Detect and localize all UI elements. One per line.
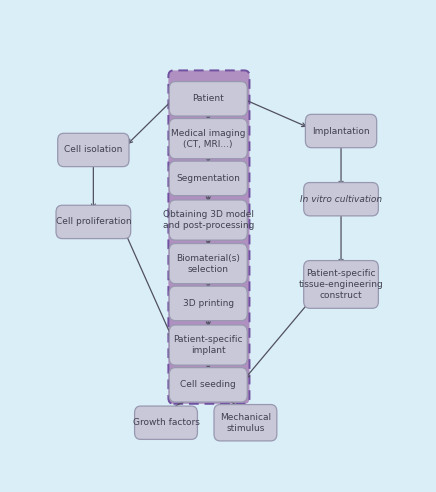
FancyBboxPatch shape	[169, 368, 247, 402]
FancyBboxPatch shape	[56, 205, 131, 239]
FancyBboxPatch shape	[169, 82, 247, 116]
FancyBboxPatch shape	[169, 119, 247, 159]
FancyBboxPatch shape	[169, 200, 247, 240]
Text: In vitro cultivation: In vitro cultivation	[300, 195, 382, 204]
FancyBboxPatch shape	[58, 133, 129, 167]
Text: Medical imaging
(CT, MRI...): Medical imaging (CT, MRI...)	[171, 128, 245, 149]
Text: Cell isolation: Cell isolation	[64, 146, 123, 154]
Text: Mechanical
stimulus: Mechanical stimulus	[220, 413, 271, 433]
Text: Implantation: Implantation	[312, 126, 370, 135]
FancyBboxPatch shape	[169, 286, 247, 321]
FancyBboxPatch shape	[304, 261, 378, 308]
Text: Cell proliferation: Cell proliferation	[55, 217, 131, 226]
Text: Patient: Patient	[192, 94, 224, 103]
FancyBboxPatch shape	[305, 114, 377, 148]
Text: 3D printing: 3D printing	[183, 299, 234, 308]
FancyBboxPatch shape	[169, 325, 247, 365]
FancyBboxPatch shape	[304, 183, 378, 216]
FancyBboxPatch shape	[214, 404, 277, 441]
Text: Patient-specific
implant: Patient-specific implant	[174, 335, 243, 355]
Text: Cell seeding: Cell seeding	[181, 380, 236, 389]
Text: Biomaterial(s)
selection: Biomaterial(s) selection	[176, 253, 240, 274]
Text: Growth factors: Growth factors	[133, 418, 199, 427]
FancyBboxPatch shape	[169, 161, 247, 196]
FancyBboxPatch shape	[168, 70, 249, 404]
Text: Patient-specific
tissue-engineering
construct: Patient-specific tissue-engineering cons…	[299, 269, 383, 300]
Text: Obtaining 3D model
and post-processing: Obtaining 3D model and post-processing	[163, 210, 254, 230]
FancyBboxPatch shape	[169, 244, 247, 284]
FancyBboxPatch shape	[135, 406, 198, 439]
Text: Segmentation: Segmentation	[176, 174, 240, 183]
